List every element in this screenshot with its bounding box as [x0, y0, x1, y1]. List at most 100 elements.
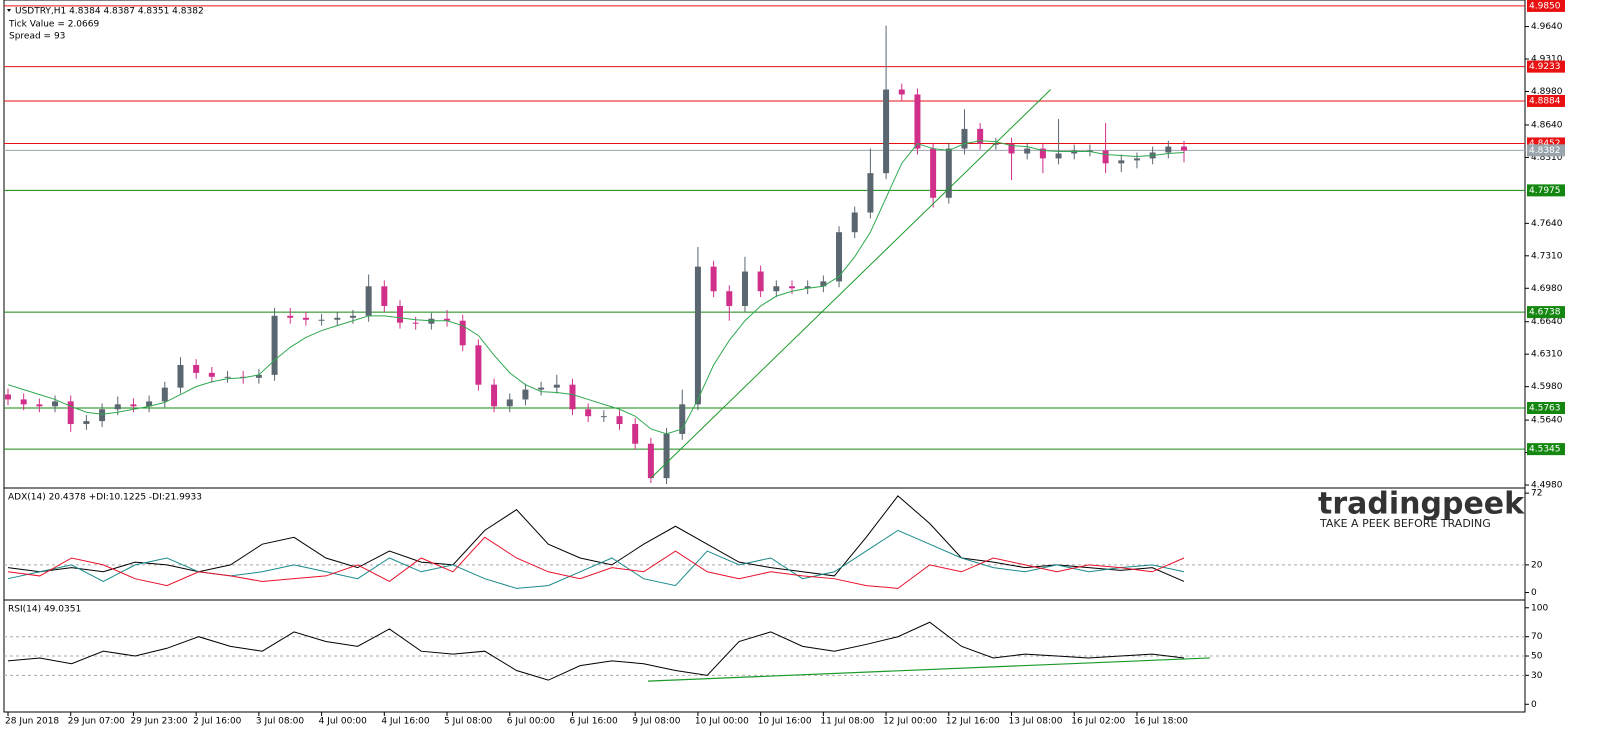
level-tag: [1527, 94, 1565, 107]
level-label: 4.5345: [1529, 445, 1561, 455]
candle-body: [365, 286, 372, 316]
level-tag: [1527, 443, 1565, 456]
y-tick-label: 4.6980: [1531, 284, 1563, 294]
level-tag: [1527, 60, 1565, 73]
y-tick-label: 72: [1531, 489, 1542, 499]
y-tick-label: 4.6640: [1531, 317, 1563, 327]
frame: [3, 0, 1526, 713]
candle-body: [694, 266, 701, 405]
candle-body: [914, 94, 921, 149]
y-tick-label: 20: [1531, 560, 1543, 570]
candle-body: [1039, 148, 1046, 159]
candle-body: [836, 232, 843, 282]
y-tick-label: 4.5980: [1531, 382, 1563, 392]
y-tick-label: 4.8640: [1531, 120, 1563, 130]
x-tick-label: 13 Jul 08:00: [1009, 717, 1063, 727]
level-tag: [1527, 144, 1565, 157]
candle-body: [883, 89, 890, 174]
y-tick-label: 4.5640: [1531, 416, 1563, 426]
candle-body: [130, 404, 137, 407]
candle-body: [397, 305, 403, 323]
candle-body: [36, 404, 43, 407]
level-label: 4.9233: [1529, 62, 1561, 72]
candle-body: [522, 389, 529, 400]
candle-body: [444, 318, 451, 321]
y-tick-label: 4.8310: [1531, 153, 1563, 163]
candle-body: [538, 387, 545, 390]
candle-body: [804, 286, 811, 289]
candle-body: [600, 416, 607, 418]
symbol-header: USDTRY,H1 4.8384 4.8387 4.8351 4.8382: [15, 7, 204, 17]
candle-body: [647, 443, 654, 479]
indicator-line: [7, 536, 1185, 589]
y-tick-label: 100: [1531, 603, 1548, 613]
candle-body: [491, 384, 498, 407]
candle-body: [459, 320, 466, 346]
x-tick-label: 11 Jul 08:00: [820, 717, 874, 727]
level-tag: [1527, 402, 1565, 415]
level-tag: [1527, 184, 1565, 197]
candle-body: [412, 322, 419, 324]
level-label: 4.9850: [1529, 1, 1561, 11]
candle-body: [553, 384, 560, 388]
candle-body: [961, 128, 968, 149]
tick-value: Tick Value = 2.0669: [8, 20, 99, 30]
x-tick-label: 4 Jul 00:00: [319, 717, 368, 727]
level-label: 4.8884: [1529, 96, 1561, 106]
candle-body: [679, 404, 686, 434]
candle-body: [20, 399, 27, 405]
y-tick-label: 4.4980: [1531, 481, 1563, 491]
candle-body: [99, 409, 106, 422]
candle-body: [820, 281, 827, 287]
candle-body: [475, 345, 482, 385]
candle-body: [898, 89, 905, 95]
moving-average: [7, 140, 1185, 435]
candle-body: [52, 401, 59, 407]
candle-body: [616, 416, 623, 425]
x-tick-label: 29 Jun 07:00: [68, 717, 125, 727]
spread: Spread = 93: [9, 32, 65, 42]
adx-header: ADX(14) 20.4378 +DI:10.1225 -DI:21.9933: [8, 493, 202, 503]
candle-body: [632, 424, 639, 444]
level-label: 4.5763: [1529, 404, 1561, 414]
candle-body: [945, 148, 952, 198]
candle-body: [1133, 158, 1140, 161]
y-tick-label: 4.9310: [1531, 55, 1563, 65]
candle-body: [930, 148, 937, 198]
candle-body: [757, 271, 764, 292]
x-tick-label: 6 Jul 00:00: [507, 717, 556, 727]
rsi-header: RSI(14) 49.0351: [8, 605, 81, 615]
x-tick-label: 28 Jun 2018: [5, 717, 59, 727]
level-tag: [1527, 0, 1565, 12]
logo: tradingpeek: [1318, 487, 1525, 522]
level-label: 4.7975: [1529, 186, 1561, 196]
level-label: 4.8452: [1529, 139, 1561, 149]
candle-body: [867, 173, 874, 213]
x-tick-label: 4 Jul 16:00: [381, 717, 430, 727]
candle-body: [302, 317, 309, 320]
x-tick-label: 12 Jul 00:00: [883, 717, 937, 727]
candle-body: [569, 384, 576, 410]
x-tick-label: 10 Jul 16:00: [758, 717, 812, 727]
indicator-line: [7, 495, 1185, 582]
menu-arrow: [7, 9, 11, 12]
candle-body: [255, 374, 262, 378]
candle-body: [506, 399, 513, 407]
candle-body: [773, 286, 780, 292]
candle-body: [726, 291, 733, 306]
y-tick-label: 4.8980: [1531, 87, 1563, 97]
candle-body: [1008, 143, 1015, 154]
level-tag: [1527, 306, 1565, 319]
x-tick-label: 3 Jul 08:00: [256, 717, 305, 727]
candle-body: [710, 266, 717, 292]
candle-body: [1181, 146, 1187, 151]
candle-body: [287, 315, 294, 318]
x-tick-label: 9 Jul 08:00: [632, 717, 681, 727]
level-label: 4.6738: [1529, 308, 1561, 318]
y-tick-label: 4.9640: [1531, 22, 1563, 32]
candle-body: [851, 212, 858, 233]
indicator-line: [7, 621, 1185, 681]
candle-body: [271, 315, 278, 375]
candle-body: [1102, 150, 1109, 164]
